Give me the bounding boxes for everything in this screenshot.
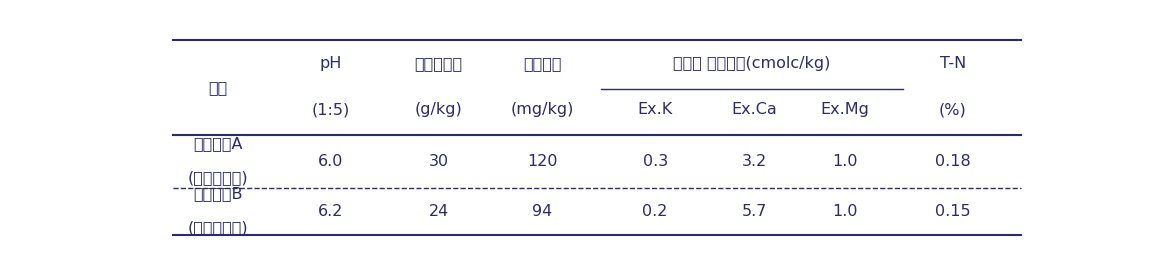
Text: 구분: 구분 bbox=[208, 80, 227, 95]
Text: 94: 94 bbox=[532, 204, 553, 219]
Text: 24: 24 bbox=[428, 204, 449, 219]
Text: 6.2: 6.2 bbox=[318, 204, 343, 219]
Text: 6.0: 6.0 bbox=[318, 154, 343, 169]
Text: (%): (%) bbox=[939, 102, 967, 117]
Text: (춘계・추계): (춘계・추계) bbox=[187, 170, 248, 185]
Text: Ex.K: Ex.K bbox=[638, 102, 673, 117]
Text: (1:5): (1:5) bbox=[311, 102, 349, 117]
Text: (하계・동계): (하계・동계) bbox=[187, 220, 248, 235]
Text: pH: pH bbox=[319, 56, 341, 71]
Text: 시험포장B: 시험포장B bbox=[193, 186, 242, 201]
Text: 30: 30 bbox=[428, 154, 449, 169]
Text: Ex.Mg: Ex.Mg bbox=[821, 102, 870, 117]
Text: 유기물함량: 유기물함량 bbox=[414, 56, 463, 71]
Text: 0.2: 0.2 bbox=[643, 204, 668, 219]
Text: 120: 120 bbox=[527, 154, 558, 169]
Text: 3.2: 3.2 bbox=[741, 154, 767, 169]
Text: 양이온 치환용량(cmolc/kg): 양이온 치환용량(cmolc/kg) bbox=[674, 56, 831, 71]
Text: 시험포장A: 시험포장A bbox=[193, 136, 242, 151]
Text: 1.0: 1.0 bbox=[832, 154, 858, 169]
Text: 0.18: 0.18 bbox=[935, 154, 971, 169]
Text: (g/kg): (g/kg) bbox=[414, 102, 462, 117]
Text: Ex.Ca: Ex.Ca bbox=[731, 102, 778, 117]
Text: 0.3: 0.3 bbox=[643, 154, 668, 169]
Text: 5.7: 5.7 bbox=[741, 204, 767, 219]
Text: 0.15: 0.15 bbox=[935, 204, 971, 219]
Text: T-N: T-N bbox=[939, 56, 966, 71]
Text: 유효인산: 유효인산 bbox=[523, 56, 562, 71]
Text: 1.0: 1.0 bbox=[832, 204, 858, 219]
Text: (mg/kg): (mg/kg) bbox=[511, 102, 574, 117]
